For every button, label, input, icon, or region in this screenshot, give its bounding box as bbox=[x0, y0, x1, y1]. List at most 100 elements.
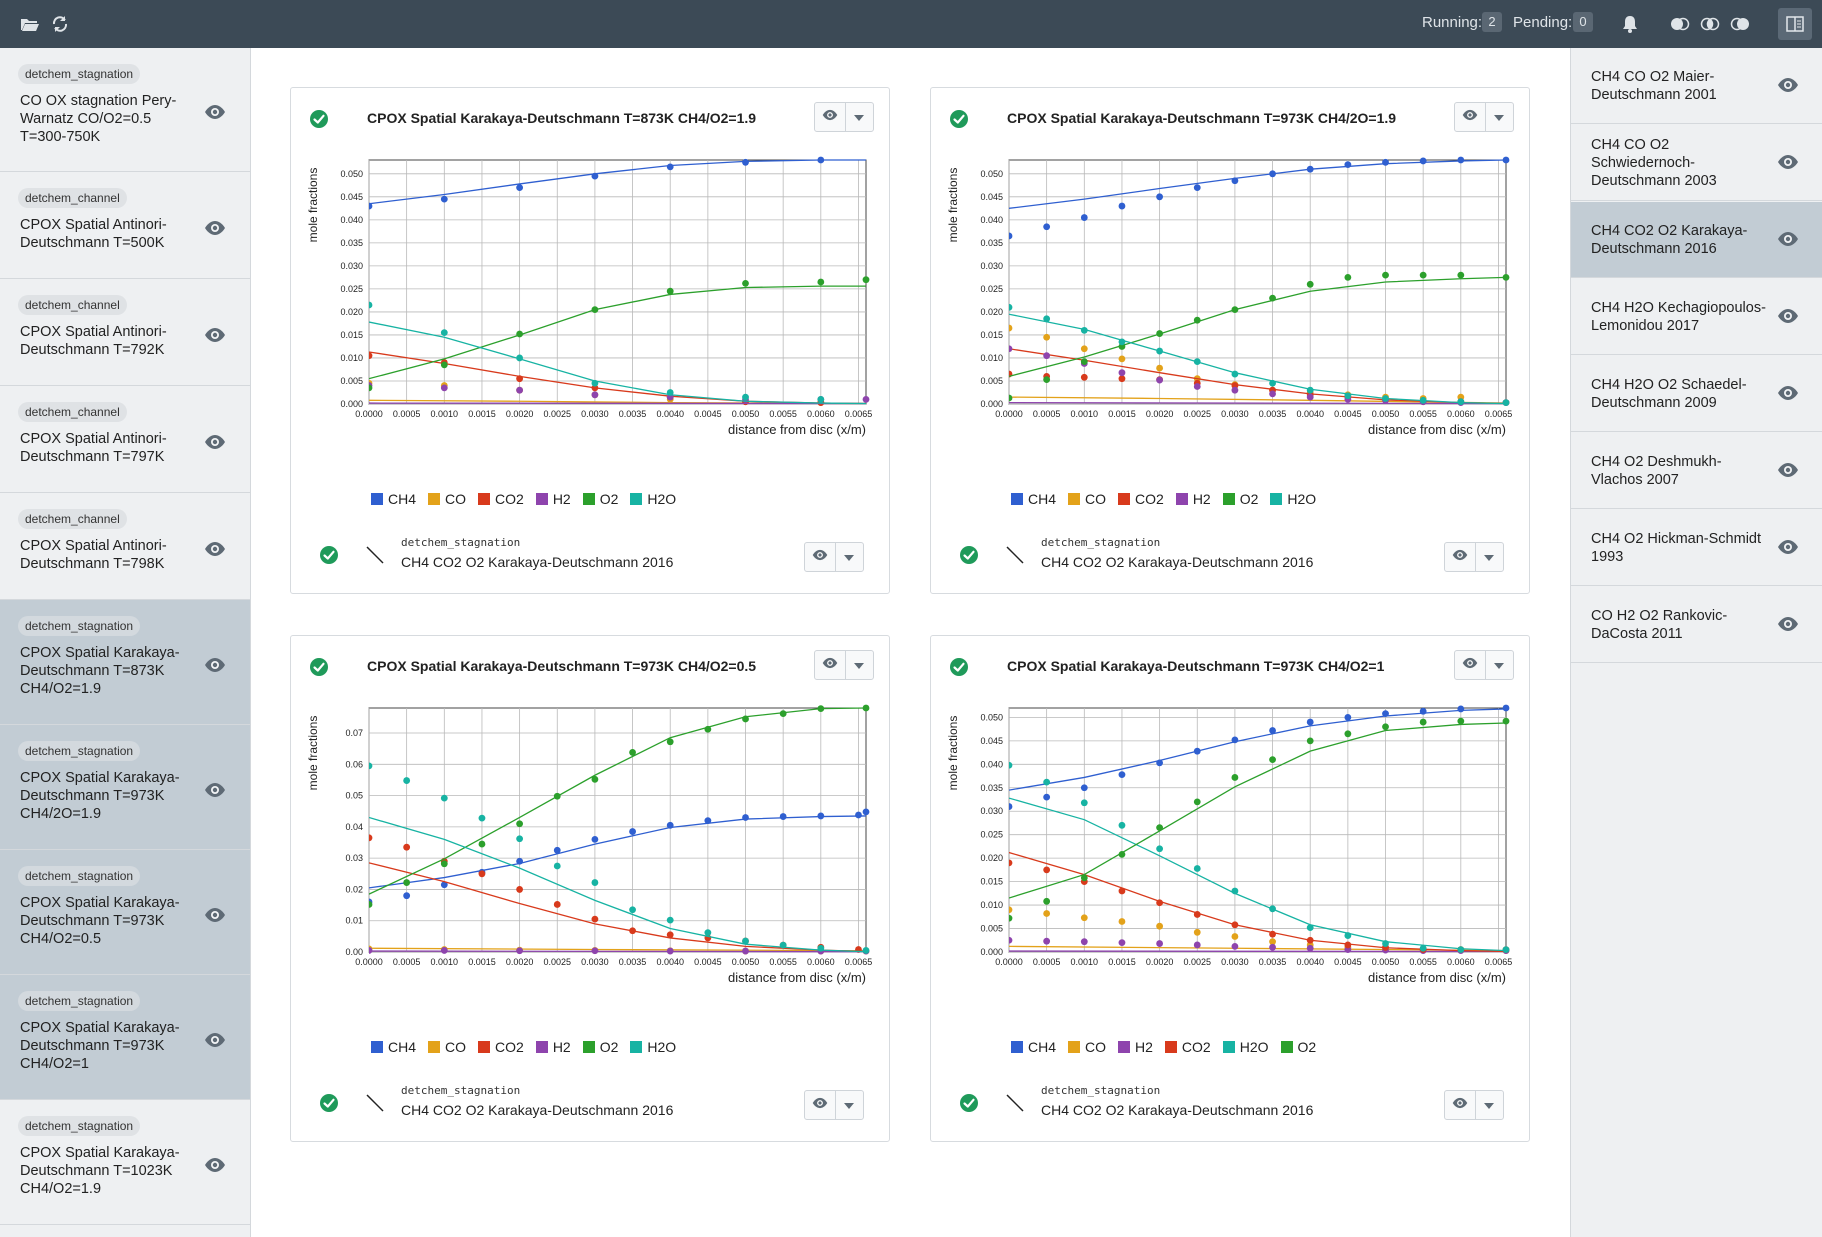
eye-icon[interactable] bbox=[1777, 154, 1801, 172]
legend-swatch bbox=[1118, 1041, 1131, 1053]
eye-icon[interactable] bbox=[204, 327, 228, 345]
simulation-list-item[interactable]: detchem_stagnation CPOX Spatial Karakaya-… bbox=[0, 725, 250, 850]
model-list-item[interactable]: CH4 CO O2 Schwiedernoch-Deutschmann 2003 bbox=[1571, 125, 1822, 201]
dropdown-button[interactable] bbox=[1475, 543, 1503, 571]
simulation-list-item[interactable]: detchem_channel CPOX Spatial Antinori-Deu… bbox=[0, 386, 250, 493]
caret-down-icon bbox=[844, 1096, 854, 1114]
model-list-item[interactable]: CO H2 O2 Rankovic-DaCosta 2011 bbox=[1571, 587, 1822, 663]
data-point-h2o bbox=[1457, 946, 1465, 954]
toggle-both-icon[interactable] bbox=[1698, 12, 1722, 36]
legend-item[interactable]: H2 bbox=[535, 1039, 571, 1055]
legend-item[interactable]: CH4 bbox=[371, 1039, 416, 1055]
eye-icon[interactable] bbox=[204, 541, 228, 559]
simulation-list-item[interactable]: detchem_stagnation CO OX stagnation Pery-… bbox=[0, 48, 250, 172]
bell-icon[interactable] bbox=[1618, 12, 1642, 36]
layout-toggle-button[interactable] bbox=[1778, 8, 1812, 40]
eye-icon[interactable] bbox=[1777, 616, 1801, 634]
legend-label: O2 bbox=[1239, 491, 1259, 507]
data-point-h2o bbox=[478, 814, 486, 822]
legend-item[interactable]: H2O bbox=[630, 491, 676, 507]
legend-item[interactable]: H2 bbox=[1175, 491, 1211, 507]
dropdown-button[interactable] bbox=[835, 543, 863, 571]
simulation-list-item[interactable]: detchem_channel CPOX Spatial Antinori-Deu… bbox=[0, 279, 250, 386]
eye-icon[interactable] bbox=[204, 104, 228, 122]
eye-icon[interactable] bbox=[204, 434, 228, 452]
folder-open-icon[interactable] bbox=[18, 12, 42, 36]
eye-icon[interactable] bbox=[204, 782, 228, 800]
x-tick-label: 0.0020 bbox=[506, 957, 534, 967]
data-point-o2 bbox=[1193, 316, 1201, 324]
legend-item[interactable]: H2 bbox=[1118, 1039, 1153, 1055]
refresh-icon[interactable] bbox=[48, 12, 72, 36]
legend-item[interactable]: CO bbox=[428, 491, 466, 507]
dropdown-button[interactable] bbox=[1475, 1091, 1503, 1119]
legend-item[interactable]: CO2 bbox=[478, 1039, 524, 1055]
dropdown-button[interactable] bbox=[835, 1091, 863, 1119]
toggle-left-icon[interactable] bbox=[1668, 12, 1692, 36]
data-point-co2 bbox=[403, 843, 411, 851]
view-button[interactable] bbox=[815, 103, 846, 131]
view-button[interactable] bbox=[1445, 1091, 1476, 1119]
data-point-o2 bbox=[1419, 271, 1427, 279]
legend-item[interactable]: H2 bbox=[535, 491, 571, 507]
legend-item[interactable]: O2 bbox=[582, 1039, 618, 1055]
dropdown-button[interactable] bbox=[845, 103, 873, 131]
legend-item[interactable]: O2 bbox=[1222, 491, 1259, 507]
dropdown-button[interactable] bbox=[1485, 651, 1513, 679]
legend-item[interactable]: H2O bbox=[1270, 491, 1316, 507]
model-list-item[interactable]: CH4 H2O Kechagiopoulos-Lemonidou 2017 bbox=[1571, 279, 1822, 355]
legend-item[interactable]: CH4 bbox=[371, 491, 416, 507]
simulation-list-item[interactable]: detchem_channel CPOX Spatial Antinori-Deu… bbox=[0, 172, 250, 279]
y-tick-label: 0.000 bbox=[980, 947, 1003, 957]
legend-item[interactable]: CO bbox=[1068, 491, 1106, 507]
eye-icon[interactable] bbox=[204, 1032, 228, 1050]
view-button[interactable] bbox=[1455, 651, 1486, 679]
y-tick-label: 0.00 bbox=[345, 947, 363, 957]
view-button[interactable] bbox=[1455, 103, 1486, 131]
eye-icon[interactable] bbox=[204, 907, 228, 925]
eye-icon[interactable] bbox=[204, 1157, 228, 1175]
x-tick-label: 0.0050 bbox=[1372, 409, 1400, 419]
legend-item[interactable]: CH4 bbox=[1011, 491, 1056, 507]
view-button[interactable] bbox=[805, 543, 836, 571]
dropdown-button[interactable] bbox=[845, 651, 873, 679]
legend-item[interactable]: CO2 bbox=[1164, 1039, 1211, 1055]
legend-item[interactable]: CO2 bbox=[478, 491, 524, 507]
model-list-item[interactable]: CH4 H2O O2 Schaedel-Deutschmann 2009 bbox=[1571, 356, 1822, 432]
legend-swatch bbox=[1175, 493, 1188, 505]
legend-item[interactable]: CO bbox=[428, 1039, 466, 1055]
simulation-list-item[interactable]: detchem_stagnation CPOX Spatial Karakaya-… bbox=[0, 1100, 250, 1225]
card-title: CPOX Spatial Karakaya-Deutschmann T=973K… bbox=[367, 658, 757, 674]
eye-icon[interactable] bbox=[1777, 77, 1801, 95]
legend-item[interactable]: CH4 bbox=[1011, 1039, 1056, 1055]
model-list-item[interactable]: CH4 O2 Hickman-Schmidt 1993 bbox=[1571, 510, 1822, 586]
view-button[interactable] bbox=[815, 651, 846, 679]
model-list-item[interactable]: CH4 CO2 O2 Karakaya-Deutschmann 2016 bbox=[1571, 202, 1822, 278]
toggle-right-icon[interactable] bbox=[1728, 12, 1752, 36]
legend-item[interactable]: CO2 bbox=[1118, 491, 1164, 507]
legend-item[interactable]: H2O bbox=[1222, 1039, 1269, 1055]
view-button[interactable] bbox=[805, 1091, 836, 1119]
eye-icon[interactable] bbox=[1777, 308, 1801, 326]
legend-item[interactable]: O2 bbox=[582, 491, 618, 507]
series-line-co bbox=[1009, 396, 1507, 404]
data-point-o2 bbox=[742, 715, 749, 723]
simulation-list-item[interactable]: detchem_stagnation CPOX Spatial Karakaya-… bbox=[0, 600, 250, 725]
legend-item[interactable]: H2O bbox=[630, 1039, 676, 1055]
eye-icon[interactable] bbox=[204, 657, 228, 675]
eye-icon[interactable] bbox=[1777, 539, 1801, 557]
data-point-ch4 bbox=[1080, 214, 1088, 221]
legend-item[interactable]: CO bbox=[1068, 1039, 1106, 1055]
simulation-list-item[interactable]: detchem_stagnation CPOX Spatial Karakaya-… bbox=[0, 850, 250, 975]
simulation-list-item[interactable]: detchem_stagnation CPOX Spatial Karakaya-… bbox=[0, 975, 250, 1100]
view-button[interactable] bbox=[1445, 543, 1476, 571]
dropdown-button[interactable] bbox=[1485, 103, 1513, 131]
legend-item[interactable]: O2 bbox=[1280, 1039, 1316, 1055]
model-list-item[interactable]: CH4 CO O2 Maier-Deutschmann 2001 bbox=[1571, 48, 1822, 124]
eye-icon[interactable] bbox=[1777, 231, 1801, 249]
simulation-list-item[interactable]: detchem_channel CPOX Spatial Antinori-Deu… bbox=[0, 493, 250, 600]
eye-icon[interactable] bbox=[1777, 385, 1801, 403]
model-list-item[interactable]: CH4 O2 Deshmukh-Vlachos 2007 bbox=[1571, 433, 1822, 509]
eye-icon[interactable] bbox=[1777, 462, 1801, 480]
eye-icon[interactable] bbox=[204, 220, 228, 238]
